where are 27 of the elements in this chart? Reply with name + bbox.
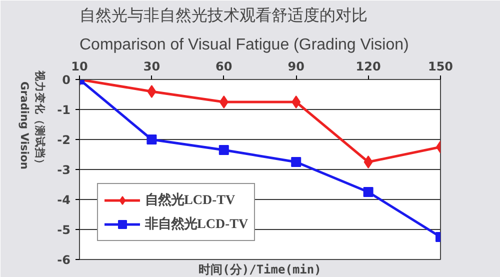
y-tick-label: -1 bbox=[57, 103, 71, 117]
x-tick-label: 10 bbox=[71, 60, 88, 74]
y-tick-label: -6 bbox=[57, 253, 71, 267]
y-axis-title: 视力变化（测试挡） Grading Vision bbox=[18, 70, 46, 170]
point bbox=[291, 157, 302, 167]
y-tick-label: -5 bbox=[57, 223, 71, 237]
point bbox=[364, 156, 373, 168]
x-tick-label: 120 bbox=[356, 60, 381, 74]
chart-title: 自然光与非自然光技术观看舒适度的对比 bbox=[80, 6, 368, 24]
x-tick-label: 60 bbox=[216, 60, 232, 74]
x-tick-label: 90 bbox=[288, 60, 304, 74]
x-tick-label: 30 bbox=[143, 60, 160, 74]
point bbox=[147, 85, 156, 98]
point bbox=[292, 96, 301, 108]
point bbox=[363, 187, 374, 197]
y-tick-label: -3 bbox=[57, 163, 71, 177]
point bbox=[219, 96, 228, 108]
x-tick-label: 150 bbox=[428, 60, 454, 74]
y-tick-label: 0 bbox=[62, 73, 71, 87]
legend-label: 非自然光LCD-TV bbox=[145, 215, 248, 233]
y-tick-label: -2 bbox=[57, 133, 71, 147]
point bbox=[218, 145, 229, 155]
x-axis-title: 时间(分)/Time(min) bbox=[198, 262, 322, 276]
point bbox=[146, 134, 157, 144]
legend-label: 自然光LCD-TV bbox=[145, 191, 236, 209]
chart-subtitle: Comparison of Visual Fatigue (Grading Vision) bbox=[80, 36, 409, 54]
y-tick-label: -4 bbox=[57, 193, 71, 207]
